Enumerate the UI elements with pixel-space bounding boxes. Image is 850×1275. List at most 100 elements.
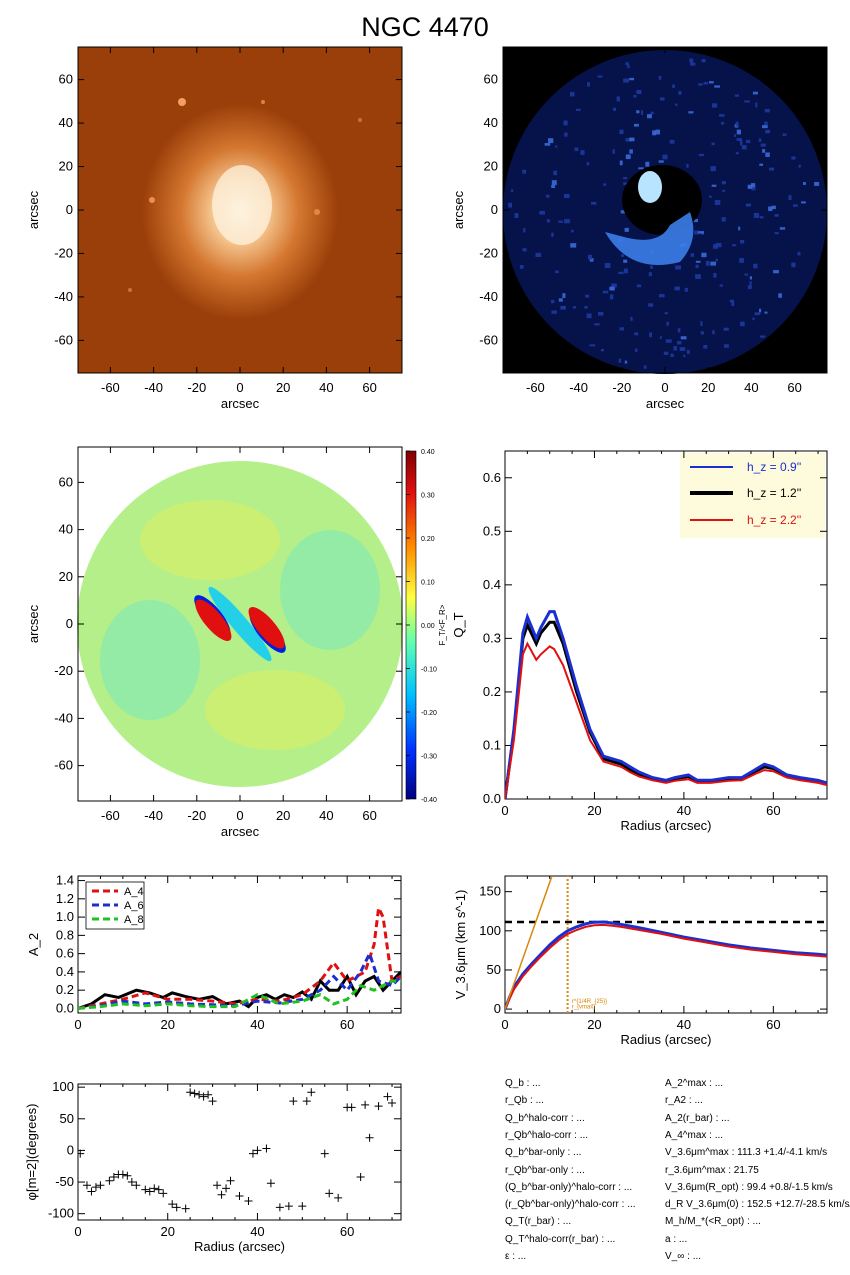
speckle [735, 121, 739, 127]
speckle [760, 143, 766, 147]
y-tick-label: -40 [54, 289, 73, 304]
speckle [508, 202, 513, 208]
speckle [597, 75, 603, 78]
speckle [629, 137, 635, 142]
series-line [505, 876, 553, 1010]
speckle [751, 186, 756, 191]
phi-point [361, 1100, 370, 1109]
speckle [690, 253, 694, 257]
speckle [797, 251, 801, 256]
speckle [564, 132, 568, 137]
force-map-pattern [205, 670, 345, 750]
speckle [752, 91, 758, 95]
speckle [662, 154, 668, 160]
y-tick-label: 50 [487, 962, 501, 977]
galaxy-image-axes: -60 -40 -20 0 20 40 60 60 40 20 0 -20 -40 -60 arcsec ar… [26, 47, 402, 411]
qt-legend-label: h_z = 2.2'' [747, 513, 801, 527]
phi-point [109, 1172, 118, 1181]
speckle [749, 276, 753, 280]
parameter-line: ε : ... [505, 1251, 527, 1262]
speckle [705, 261, 710, 266]
y-tick-label: 0 [67, 1142, 74, 1157]
speckle [663, 351, 669, 355]
speckle [555, 145, 558, 148]
speckle [724, 344, 729, 348]
speckle [774, 232, 779, 235]
speckle [711, 103, 718, 108]
phi-point [266, 1179, 275, 1188]
phi-point [132, 1181, 141, 1190]
x-tick-label: 0 [236, 808, 243, 823]
parameter-line: Q_T(r_bar) : ... [505, 1216, 572, 1228]
x-axis-label: Radius (arcsec) [194, 1239, 285, 1254]
x-tick-label: -20 [187, 808, 206, 823]
phi-point [275, 1203, 284, 1212]
speckle [677, 328, 681, 333]
force-map-pattern [280, 530, 380, 650]
star-point [178, 98, 186, 106]
parameter-line: Q_b : ... [505, 1078, 541, 1089]
phi-point [302, 1097, 311, 1106]
x-axis-label: arcsec [221, 396, 260, 411]
phi-point [356, 1172, 365, 1181]
speckle [762, 149, 766, 153]
x-tick-label: -60 [101, 380, 120, 395]
speckle [623, 176, 628, 180]
y-axis-label: arcsec [451, 190, 466, 229]
rmax-marker-label: r_{vmax} [572, 1004, 596, 1010]
speckle [640, 110, 644, 115]
y-tick-label: 0.4 [483, 577, 501, 592]
colorbar-tick-label: -0.10 [421, 667, 437, 674]
y-tick-label: 0.6 [56, 946, 74, 961]
parameter-line: Q_T^halo-corr(r_bar) : ... [505, 1233, 616, 1245]
speckle [633, 94, 637, 98]
speckle [753, 213, 760, 218]
speckle [586, 313, 592, 319]
a2-plot: A_4 A_6 A_8 0 20 40 60 0.0 0.2 0.4 0.6 0.8 1.0 1.2… [26, 873, 402, 1032]
speckle [739, 257, 744, 263]
parameter-line: A_2^max : ... [665, 1078, 724, 1089]
speckle [701, 59, 706, 63]
speckle [764, 311, 768, 314]
x-tick-label: 60 [340, 1224, 354, 1239]
speckle [745, 203, 752, 207]
speckle [649, 332, 653, 338]
speckle [619, 327, 625, 331]
x-tick-label: 60 [362, 808, 376, 823]
speckle [544, 143, 551, 146]
x-tick-label: 40 [319, 380, 333, 395]
speckle [570, 243, 577, 248]
speckle [710, 261, 717, 266]
speckle [686, 163, 689, 168]
speckle [648, 272, 652, 277]
y-tick-label: -60 [54, 758, 73, 773]
y-tick-label: 0.0 [56, 1000, 74, 1015]
plot-frame [504, 875, 828, 1014]
speckle [714, 85, 721, 88]
x-tick-label: 20 [276, 808, 290, 823]
speckle [752, 317, 755, 321]
speckle [698, 153, 705, 157]
series-line [505, 620, 827, 799]
speckle [814, 181, 820, 186]
colorbar-tick-label: 0.00 [421, 623, 435, 630]
speckle [612, 149, 615, 154]
phi-point [253, 1146, 262, 1155]
speckle [618, 271, 624, 275]
qt-legend-label: h_z = 0.9'' [747, 460, 801, 474]
speckle [711, 184, 717, 187]
speckle [572, 306, 577, 309]
speckle [562, 293, 566, 299]
speckle [698, 83, 703, 86]
x-tick-label: 60 [766, 1017, 780, 1032]
speckle [798, 164, 801, 168]
speckle [736, 138, 742, 141]
plot-series-area [505, 610, 827, 799]
y-tick-label: 60 [59, 474, 73, 489]
speckle [587, 82, 590, 87]
speckle [711, 142, 715, 146]
speckle [558, 298, 563, 302]
residual-speckles [508, 58, 820, 369]
speckle [633, 123, 639, 127]
speckle [802, 182, 806, 185]
